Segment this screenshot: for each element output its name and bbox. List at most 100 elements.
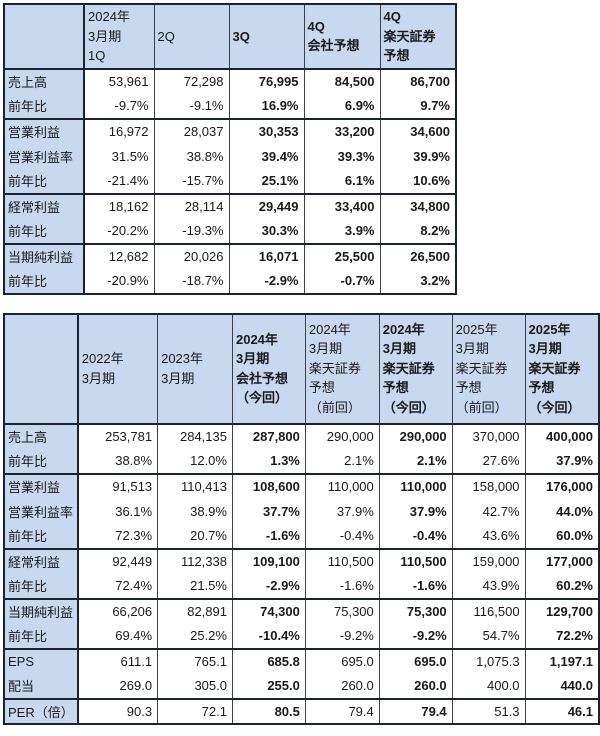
value-cell: 253,781 bbox=[77, 423, 158, 449]
value-cell: 12.0% bbox=[157, 448, 233, 474]
value-cell: 2.1% bbox=[304, 448, 380, 474]
value-cell: -9.2% bbox=[378, 623, 453, 649]
value-cell: 16,972 bbox=[83, 118, 154, 144]
row-label-cell: 前年比 bbox=[4, 573, 79, 599]
value-cell: 287,800 bbox=[231, 423, 306, 449]
column-header-cell: 2025年 3月期 楽天証券 予想 （今回） bbox=[524, 313, 599, 424]
value-cell: 79.4 bbox=[378, 698, 453, 724]
table-row: 経常利益 92,449 112,338 109,100 110,500 110,500 15… bbox=[4, 548, 599, 574]
value-cell: 440.0 bbox=[524, 673, 599, 699]
row-label-cell: 営業利益 bbox=[4, 473, 79, 499]
row-label-cell: 前年比 bbox=[4, 93, 85, 119]
value-cell: 69.4% bbox=[77, 623, 158, 649]
table-row: 営業利益率 31.5% 38.8% 39.4% 39.3% 39.9% bbox=[4, 143, 456, 169]
value-cell: 43.9% bbox=[451, 573, 526, 599]
value-cell: 75,300 bbox=[378, 598, 453, 624]
value-cell: -9.1% bbox=[153, 93, 229, 119]
value-cell: 86,700 bbox=[379, 68, 456, 94]
row-label-cell: 前年比 bbox=[4, 623, 79, 649]
value-cell: 38.9% bbox=[157, 498, 233, 524]
value-cell: 37.9% bbox=[378, 498, 453, 524]
value-cell: 129,700 bbox=[524, 598, 599, 624]
row-label-cell: 営業利益率 bbox=[4, 143, 85, 169]
annual-forecast-table: 2022年 3月期 2023年 3月期 2024年 3月期 会社予想 （今回） 202… bbox=[3, 312, 600, 725]
value-cell: 66,206 bbox=[77, 598, 158, 624]
value-cell: 30.3% bbox=[228, 218, 304, 244]
value-cell: 31.5% bbox=[83, 143, 154, 169]
row-label-cell: 当期純利益 bbox=[4, 598, 79, 624]
value-cell: 3.2% bbox=[379, 268, 456, 294]
value-cell: 269.0 bbox=[77, 673, 158, 699]
row-label-cell: 前年比 bbox=[4, 268, 85, 294]
table-row: 営業利益率 36.1% 38.9% 37.7% 37.9% 37.9% 42.7% 44.0% bbox=[4, 498, 599, 524]
value-cell: -0.4% bbox=[378, 523, 453, 549]
value-cell: 92,449 bbox=[77, 548, 158, 574]
table-row: 経常利益 18,162 28,114 29,449 33,400 34,800 bbox=[4, 193, 456, 219]
value-cell: 611.1 bbox=[77, 648, 158, 674]
value-cell: 38.8% bbox=[153, 143, 229, 169]
row-label-cell: 営業利益率 bbox=[4, 498, 79, 524]
column-header-cell: 2024年 3月期 1Q bbox=[83, 4, 154, 69]
table-row: 当期純利益 12,682 20,026 16,071 25,500 26,500 bbox=[4, 243, 456, 269]
value-cell: 2.1% bbox=[378, 448, 453, 474]
value-cell: 30,353 bbox=[228, 118, 304, 144]
value-cell: -20.2% bbox=[83, 218, 154, 244]
value-cell: -2.9% bbox=[228, 268, 304, 294]
value-cell: 3.9% bbox=[303, 218, 380, 244]
table-row: 前年比 69.4% 25.2% -10.4% -9.2% -9.2% 54.7% 72.2% bbox=[4, 623, 599, 649]
value-cell: 74,300 bbox=[231, 598, 306, 624]
value-cell: 34,600 bbox=[379, 118, 456, 144]
value-cell: 260.0 bbox=[378, 673, 453, 699]
value-cell: 37.7% bbox=[231, 498, 306, 524]
value-cell: 60.0% bbox=[524, 523, 599, 549]
value-cell: 159,000 bbox=[451, 548, 526, 574]
value-cell: 400,000 bbox=[524, 423, 599, 449]
value-cell: 51.3 bbox=[451, 698, 526, 724]
column-header-cell: 2024年 3月期 楽天証券 予想 （前回） bbox=[304, 313, 380, 424]
value-cell: 16,071 bbox=[228, 243, 304, 269]
row-label-cell: 前年比 bbox=[4, 218, 85, 244]
value-cell: -19.3% bbox=[153, 218, 229, 244]
value-cell: 10.6% bbox=[379, 168, 456, 194]
value-cell: 28,114 bbox=[153, 193, 229, 219]
table-row: PER（倍） 90.3 72.1 80.5 79.4 79.4 51.3 46.1 bbox=[4, 698, 599, 724]
value-cell: -18.7% bbox=[153, 268, 229, 294]
row-label-cell: 経常利益 bbox=[4, 193, 85, 219]
value-cell: -10.4% bbox=[231, 623, 306, 649]
value-cell: 110,000 bbox=[304, 473, 380, 499]
value-cell: 44.0% bbox=[524, 498, 599, 524]
value-cell: 255.0 bbox=[231, 673, 306, 699]
table-row: 売上高 253,781 284,135 287,800 290,000 290,000 37… bbox=[4, 423, 599, 449]
table-row: 前年比 72.4% 21.5% -2.9% -1.6% -1.6% 43.9% 60.2% bbox=[4, 573, 599, 599]
corner-cell bbox=[4, 313, 79, 424]
column-header-cell: 2022年 3月期 bbox=[77, 313, 158, 424]
value-cell: 16.9% bbox=[228, 93, 304, 119]
value-cell: 284,135 bbox=[157, 423, 233, 449]
value-cell: 260.0 bbox=[304, 673, 380, 699]
row-label-cell: PER（倍） bbox=[4, 698, 79, 724]
value-cell: 109,100 bbox=[231, 548, 306, 574]
row-label-cell: 配当 bbox=[4, 673, 79, 699]
table-row: 当期純利益 66,206 82,891 74,300 75,300 75,300 116,5… bbox=[4, 598, 599, 624]
value-cell: 370,000 bbox=[451, 423, 526, 449]
value-cell: 53,961 bbox=[83, 68, 154, 94]
value-cell: 695.0 bbox=[304, 648, 380, 674]
value-cell: 20.7% bbox=[157, 523, 233, 549]
table-row: 前年比 -20.9% -18.7% -2.9% -0.7% 3.2% bbox=[4, 268, 456, 294]
value-cell: -1.6% bbox=[304, 573, 380, 599]
value-cell: 39.4% bbox=[228, 143, 304, 169]
value-cell: 400.0 bbox=[451, 673, 526, 699]
value-cell: 6.9% bbox=[303, 93, 380, 119]
value-cell: 110,413 bbox=[157, 473, 233, 499]
value-cell: 1,075.3 bbox=[451, 648, 526, 674]
column-header-cell: 2025年 3月期 楽天証券 予想 （前回） bbox=[451, 313, 526, 424]
value-cell: -2.9% bbox=[231, 573, 306, 599]
value-cell: 29,449 bbox=[228, 193, 304, 219]
value-cell: 72,298 bbox=[153, 68, 229, 94]
value-cell: 33,200 bbox=[303, 118, 380, 144]
value-cell: 36.1% bbox=[77, 498, 158, 524]
value-cell: 82,891 bbox=[157, 598, 233, 624]
value-cell: 290,000 bbox=[378, 423, 453, 449]
value-cell: 37.9% bbox=[524, 448, 599, 474]
value-cell: 39.3% bbox=[303, 143, 380, 169]
